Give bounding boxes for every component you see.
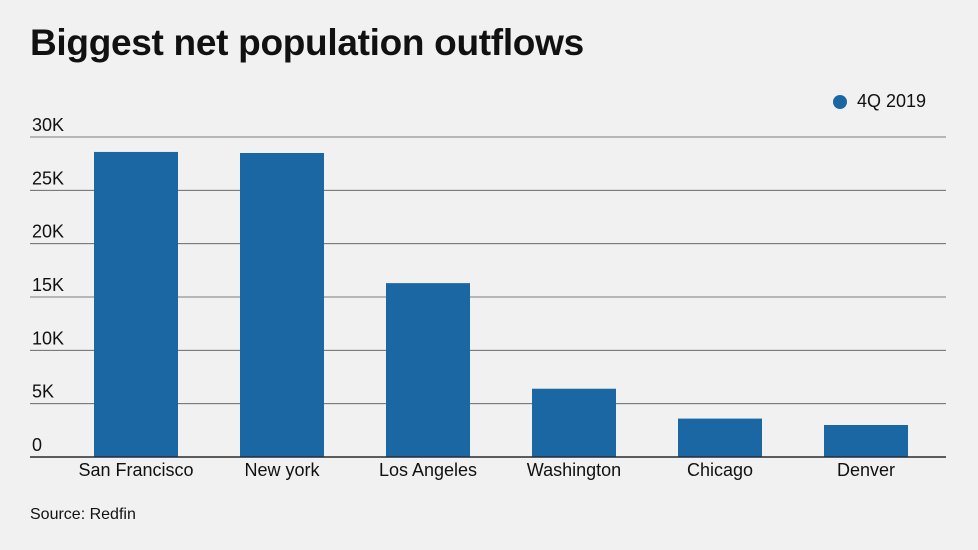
y-tick-label: 5K [32, 382, 54, 402]
bar [94, 151, 178, 457]
source-note: Source: Redfin [30, 506, 136, 523]
bar [824, 425, 908, 457]
bar [240, 153, 324, 457]
x-tick-label: Chicago [687, 460, 753, 480]
bar [532, 388, 616, 457]
y-tick-label: 25K [32, 168, 64, 188]
chart-title: Biggest net population outflows [30, 22, 584, 63]
legend: 4Q 2019 [832, 91, 926, 112]
x-tick-label: Los Angeles [379, 460, 477, 480]
y-tick-label: 20K [32, 222, 64, 242]
x-tick-label: New york [244, 460, 320, 480]
bar [678, 418, 762, 457]
legend-swatch [832, 94, 847, 109]
y-tick-label: 15K [32, 275, 64, 295]
x-tick-label: San Francisco [78, 460, 193, 480]
y-tick-label: 30K [32, 115, 64, 135]
legend-label: 4Q 2019 [856, 91, 926, 111]
y-tick-label: 10K [32, 328, 64, 348]
y-tick-label: 0 [32, 435, 42, 455]
x-tick-label: Washington [527, 460, 621, 480]
bar [386, 283, 470, 457]
x-tick-label: Denver [837, 460, 895, 480]
